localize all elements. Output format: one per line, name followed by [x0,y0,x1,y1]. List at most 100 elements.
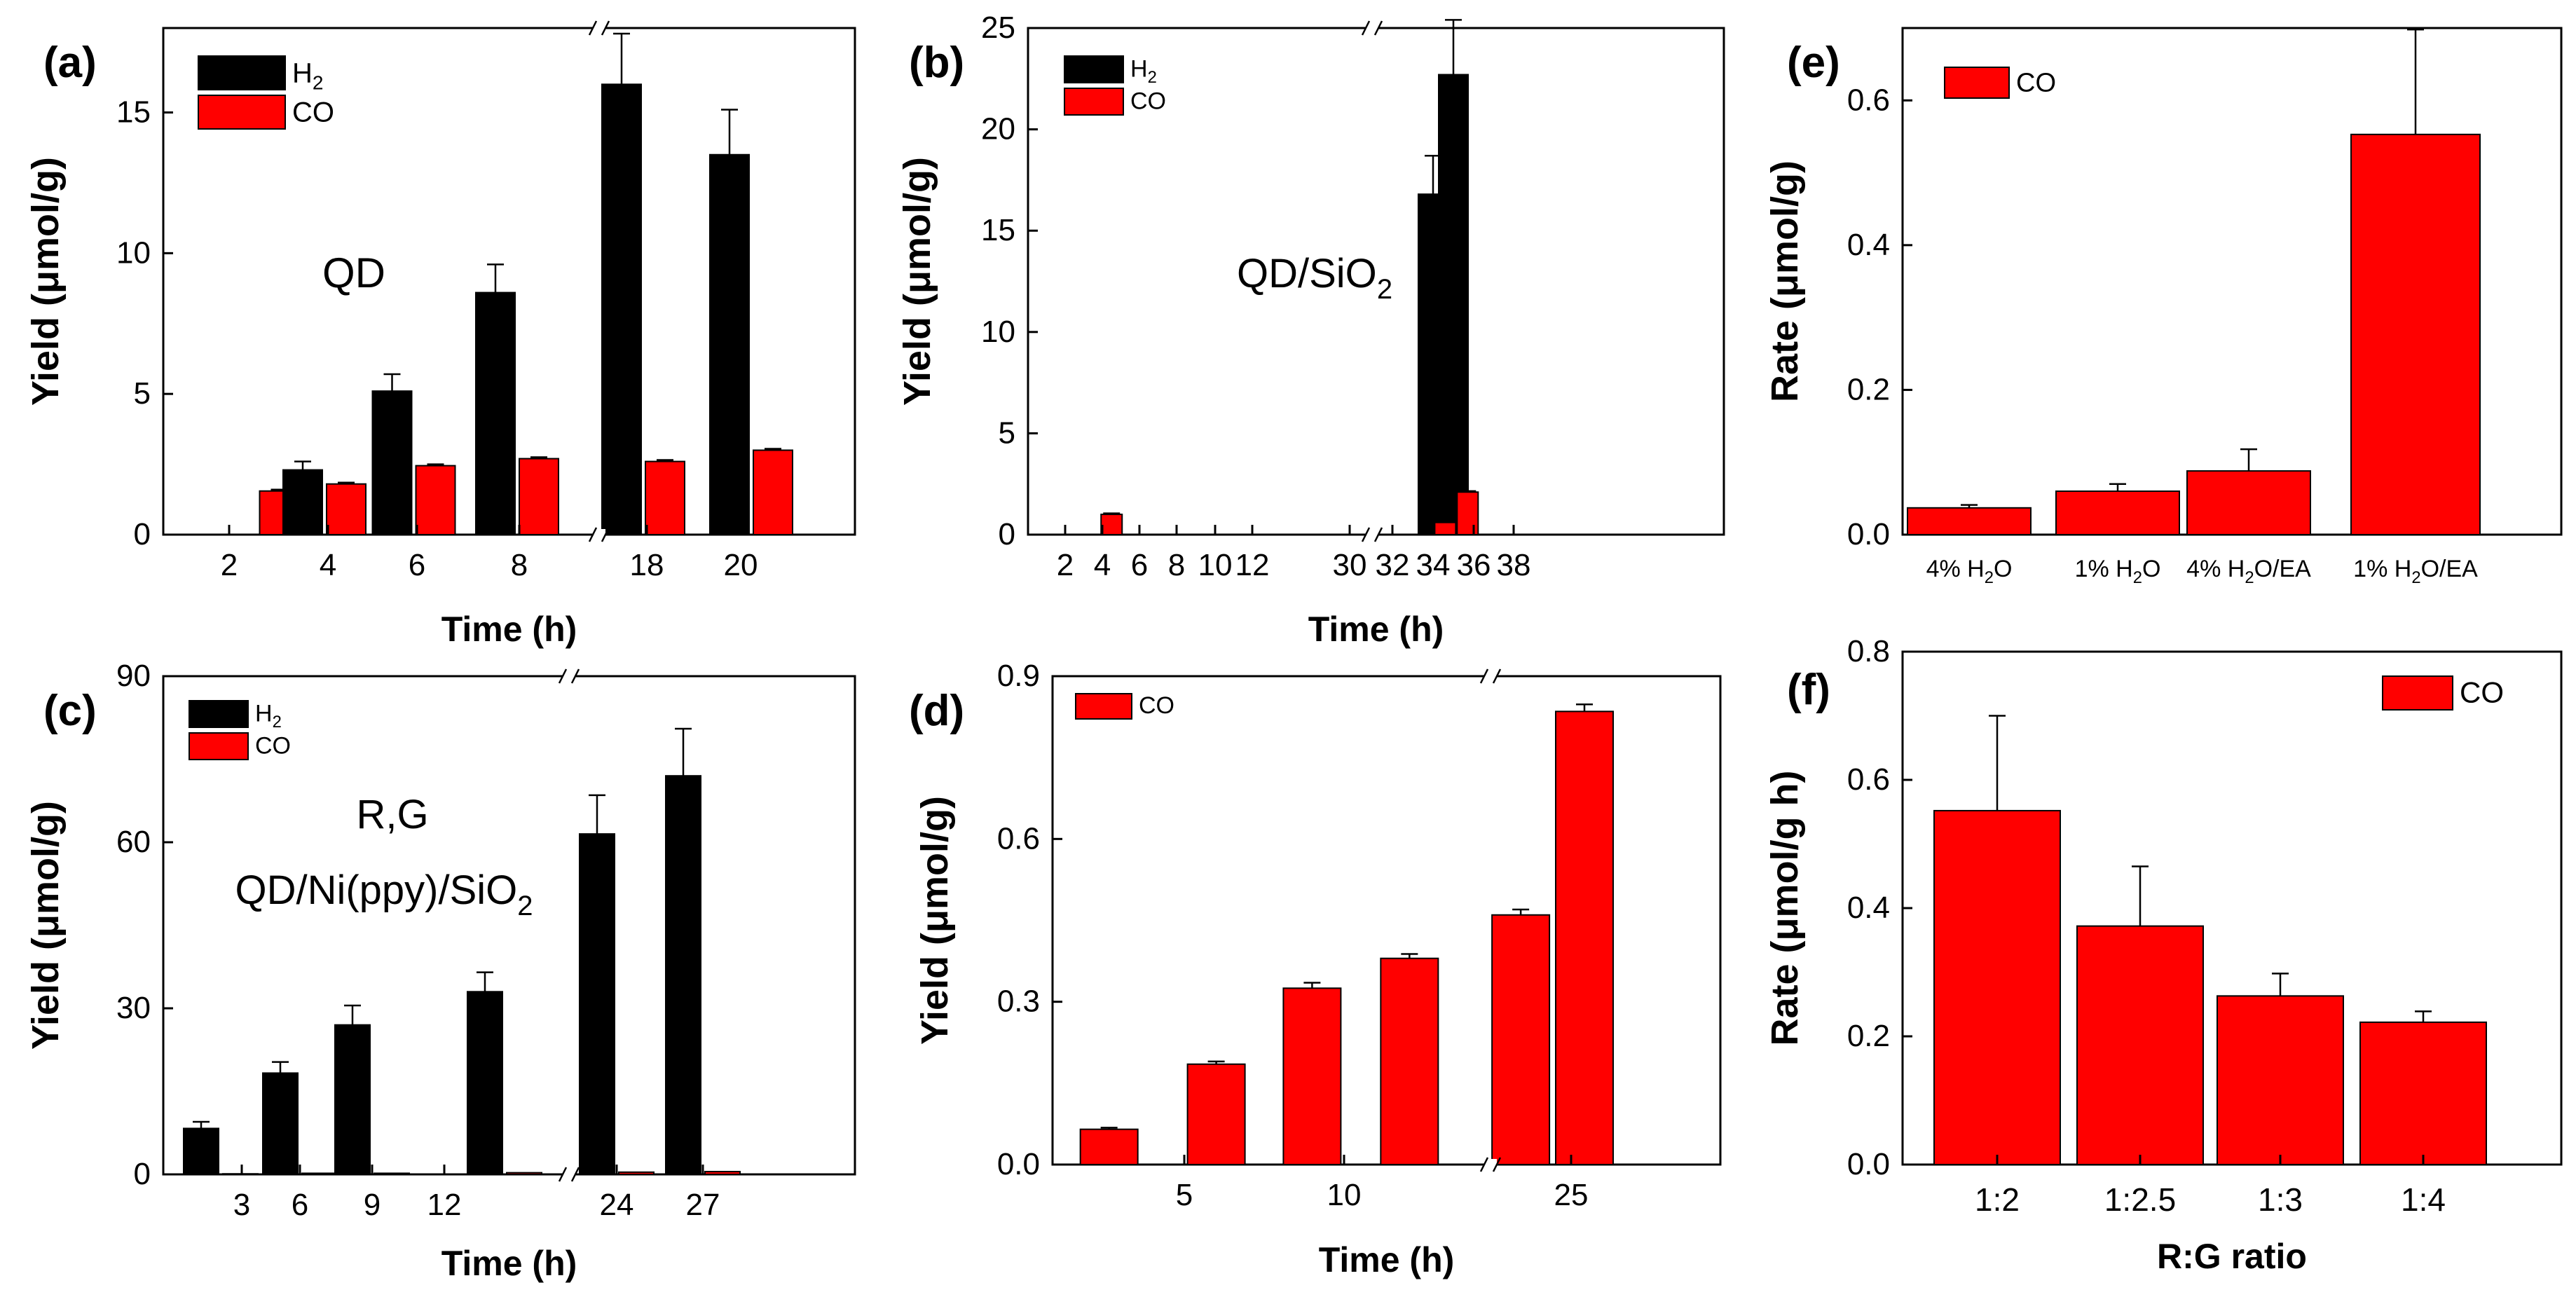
ytick-label-d-0.0: 0.0 [997,1147,1040,1181]
x-axis-label-f: R:G ratio [2157,1237,2307,1276]
bar-c-h2-3 [183,1127,219,1176]
bar-e-co-1 [2055,490,2180,535]
axis-break-gap-c-0 [563,671,575,682]
axis-break-gap-b-1 [1366,529,1378,540]
xtick-label-b-32: 32 [1376,548,1410,582]
legend-swatch-a-h2 [198,55,286,90]
xtick-label-d-25: 25 [1554,1178,1589,1212]
bar-a-h2-8 [475,291,516,535]
bar-b-co-35.7 [1456,491,1479,536]
xtick-label-c-24: 24 [600,1188,634,1222]
bar-c-co-12 [506,1172,542,1176]
axis-break-mark-d-1b [1492,1157,1502,1172]
xtick-label-f-1:3: 1:3 [2258,1181,2303,1218]
ytick-label-f-0.0: 0.0 [1847,1147,1890,1181]
xtick-label-b-12: 12 [1235,548,1270,582]
axis-break-mark-a-0a [588,20,598,36]
y-axis-label-a: Yield (μmol/g) [25,157,67,406]
xtick-label-b-6: 6 [1131,548,1148,582]
ytick-label-f-0.6: 0.6 [1847,762,1890,797]
bar-f-co-1:4 [2359,1021,2487,1165]
xtick-label-c-3: 3 [233,1188,250,1222]
axis-break-mark-a-1b [601,527,610,542]
panel-label-d: (d) [909,687,964,735]
bar-e-co-2 [2186,470,2311,536]
xtick-label-b-38: 38 [1497,548,1531,582]
legend-swatch-d-co [1075,693,1132,720]
bar-d-co-12 [1380,957,1439,1165]
ytick-label-e-0.2: 0.2 [1847,372,1890,406]
bar-e-co-3 [2350,133,2481,535]
y-axis-label-e: Rate (μmol/g) [1764,160,1806,402]
axis-break-mark-d-1a [1479,1157,1489,1172]
ytick-label-b-5: 5 [999,416,1015,450]
xtick-label-b-36: 36 [1457,548,1491,582]
y-axis-label-d: Yield (μmol/g) [914,796,956,1045]
xtick-label-a-6: 6 [409,548,425,582]
bar-d-co-3 [1079,1128,1139,1166]
ytick-label-b-10: 10 [981,315,1015,349]
legend-swatch-c-co [189,732,249,760]
axis-break-mark-d-0a [1479,668,1489,684]
bar-d-co-22.5 [1491,914,1551,1166]
bar-a-h2-18 [601,83,642,536]
legend-swatch-f-co [2382,675,2453,711]
ytick-label-b-25: 25 [981,11,1015,45]
annotation-qd-ni-ppy-sio2-sub: 2 [517,891,533,921]
annotation-qd-ni-ppy-sio2-main: QD/Ni(ppy)/SiO [235,867,517,913]
axis-break-gap-a-1 [593,529,605,540]
axis-break-mark-a-0b [601,20,610,36]
annotation-qd: QD [322,249,385,296]
ytick-label-d-0.6: 0.6 [997,821,1040,856]
xtick-label-a-8: 8 [511,548,528,582]
annotation-rg: R,G [356,792,428,837]
xtick-label-e-0: 4% H2O [1926,556,2013,587]
axis-break-gap-d-1 [1484,1159,1497,1170]
ytick-label-b-15: 15 [981,213,1015,247]
bar-a-h2-4 [282,469,323,535]
legend-label-c-h2: H2 [255,701,282,732]
axis-break-mark-b-0b [1373,20,1383,36]
bar-a-co-6 [415,465,456,536]
panel-label-b: (b) [909,39,964,87]
axis-break-mark-b-1b [1373,527,1383,542]
panel-d: (d) 0.0 0.3 0.6 0.9 Yield (μmol/g) Time (h) 5 1… [909,659,1722,1279]
axis-break-mark-c-0b [570,668,580,684]
panel-label-e: (e) [1787,39,1840,87]
legend-label-b-co: CO [1130,88,1166,115]
bar-a-h2-20 [709,153,750,535]
annotation-qd-ni-ppy-sio2: QD/Ni(ppy)/SiO2 [235,867,533,921]
y-axis-label-b: Yield (μmol/g) [896,157,938,406]
legend-label-e-co: CO [2016,68,2056,97]
xtick-label-b-2: 2 [1057,548,1074,582]
legend-swatch-e-co [1944,67,2010,99]
annotation-qd-sio2: QD/SiO2 [1237,251,1392,305]
xtick-label-b-8: 8 [1168,548,1185,582]
xtick-label-d-5: 5 [1176,1178,1193,1212]
ytick-label-b-0: 0 [999,517,1015,551]
ytick-label-a-0: 0 [134,517,151,551]
bar-a-co-4 [326,483,366,536]
axis-break-gap-d-0 [1484,671,1497,682]
xtick-label-a-2: 2 [221,548,238,582]
xtick-label-d-10: 10 [1327,1178,1362,1212]
xtick-label-b-30: 30 [1333,548,1367,582]
xtick-label-b-34: 34 [1416,548,1451,582]
ytick-label-f-0.8: 0.8 [1847,634,1890,668]
axis-break-gap-c-1 [563,1169,575,1180]
axis-break-mark-c-1a [558,1167,568,1182]
xtick-label-a-4: 4 [320,548,336,582]
ytick-label-c-60: 60 [116,825,151,859]
panel-label-f: (f) [1787,666,1830,714]
annotation-qd-sio2-sub: 2 [1377,274,1392,305]
x-axis-label-d: Time (h) [1319,1240,1455,1279]
bar-b-co-4.5 [1100,514,1123,536]
bar-f-co-1:3 [2217,995,2344,1165]
axis-break-gap-a-0 [593,22,605,34]
xtick-label-b-10: 10 [1198,548,1233,582]
bar-a-co-18 [645,460,685,535]
bar-a-co-8 [519,458,559,535]
xtick-label-e-1: 1% H2O [2075,556,2161,587]
